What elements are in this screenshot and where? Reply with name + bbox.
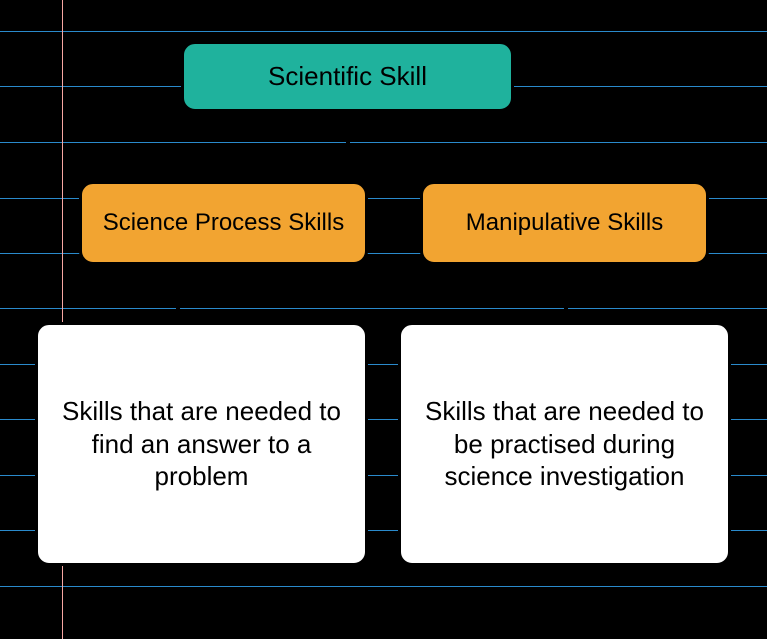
root-node: Scientific Skill xyxy=(181,41,514,112)
notebook-hline xyxy=(0,31,767,32)
notebook-hline xyxy=(0,308,767,309)
left-title-node: Science Process Skills xyxy=(79,181,368,265)
left-desc-node: Skills that are needed to find an answer… xyxy=(35,322,368,566)
notebook-hline xyxy=(0,142,767,143)
right-desc-node: Skills that are needed to be practised d… xyxy=(398,322,731,566)
connector xyxy=(176,146,568,150)
connector xyxy=(176,146,180,184)
connector xyxy=(176,265,180,325)
notebook-hline xyxy=(0,586,767,587)
connector xyxy=(346,112,350,146)
right-title-label: Manipulative Skills xyxy=(466,208,663,238)
connector xyxy=(564,146,568,184)
left-title-label: Science Process Skills xyxy=(103,208,344,238)
left-desc-label: Skills that are needed to find an answer… xyxy=(56,395,347,493)
connector xyxy=(564,265,568,325)
diagram-canvas: Scientific Skill Science Process Skills … xyxy=(0,0,767,639)
right-title-node: Manipulative Skills xyxy=(420,181,709,265)
right-desc-label: Skills that are needed to be practised d… xyxy=(419,395,710,493)
root-node-label: Scientific Skill xyxy=(268,60,427,93)
